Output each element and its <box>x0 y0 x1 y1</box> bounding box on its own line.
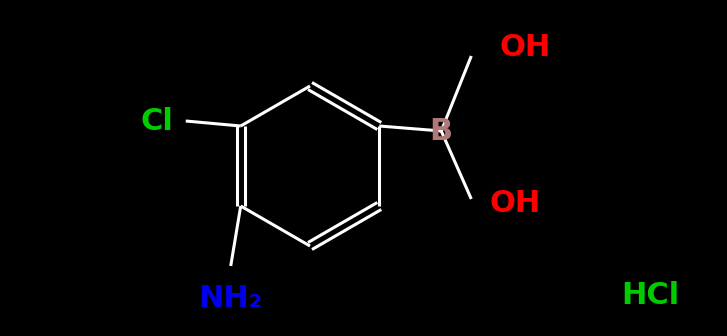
Text: OH: OH <box>489 190 541 218</box>
Text: Cl: Cl <box>141 107 174 135</box>
Text: HCl: HCl <box>621 282 679 310</box>
Text: NH₂: NH₂ <box>198 284 262 313</box>
Text: B: B <box>430 117 453 145</box>
Text: OH: OH <box>499 34 550 62</box>
